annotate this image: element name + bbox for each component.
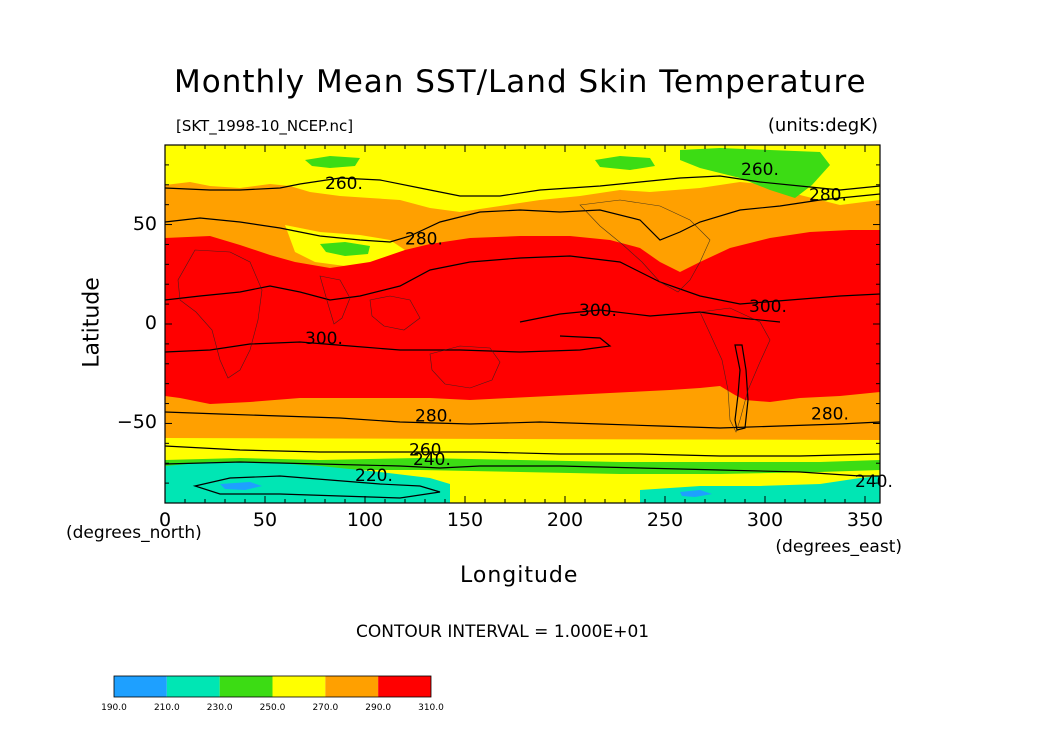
y-tick-label: −50 bbox=[116, 411, 157, 434]
contour-280-south bbox=[164, 411, 881, 429]
colorbar-tick-label: 230.0 bbox=[207, 703, 233, 713]
band-blue-antarctica-east bbox=[680, 490, 712, 497]
contour-240-south bbox=[164, 461, 880, 477]
colorbar: 190.0 210.0 230.0 250.0 270.0 290.0 310.0 bbox=[101, 675, 444, 713]
contour-label: 280. bbox=[405, 229, 443, 249]
temperature-field bbox=[165, 145, 880, 503]
x-tick-label: 200 bbox=[546, 509, 584, 531]
colorbar-tick-label: 250.0 bbox=[260, 703, 286, 713]
file-label: [SKT_1998-10_NCEP.nc] bbox=[176, 117, 354, 135]
contour-260-north bbox=[164, 175, 881, 197]
contour-labels: 260.280.260.280.300.300. 300.280. 280.2602… bbox=[305, 160, 893, 492]
contour-label: 260. bbox=[741, 160, 779, 180]
coast-north-america bbox=[579, 199, 711, 293]
chart-title: Monthly Mean SST/Land Skin Temperature bbox=[174, 64, 867, 100]
x-tick-label: 250 bbox=[646, 509, 684, 531]
contour-andes bbox=[734, 344, 749, 431]
contour-label: 300. bbox=[305, 329, 343, 349]
y-tick-label: 50 bbox=[132, 212, 157, 235]
x-tick-label: 0 bbox=[158, 509, 172, 531]
contour-label: 240. bbox=[855, 472, 893, 492]
contour-label: 300. bbox=[579, 301, 617, 321]
contour-label: 240. bbox=[413, 450, 451, 470]
colorbar-frame bbox=[113, 675, 432, 698]
colorbar-tick-label: 310.0 bbox=[418, 703, 444, 713]
band-green-arctic-a bbox=[305, 156, 360, 168]
contour-300-tropics bbox=[519, 309, 781, 323]
coastlines bbox=[177, 199, 771, 433]
contour-260-south bbox=[164, 445, 881, 457]
band-green-arctic-b bbox=[595, 156, 655, 170]
contour-label: 280. bbox=[809, 186, 847, 206]
band-blue-antarctica bbox=[220, 482, 262, 490]
x-axis-units: (degrees_east) bbox=[775, 537, 902, 557]
contour-300-north bbox=[164, 255, 881, 305]
y-tick-label: 0 bbox=[144, 312, 157, 334]
contour-label: 280. bbox=[811, 404, 849, 424]
colorbar-swatch bbox=[272, 676, 326, 697]
units-label: (units:degK) bbox=[767, 115, 878, 136]
contour-label: 260 bbox=[409, 440, 441, 460]
colorbar-swatch bbox=[166, 676, 220, 697]
colorbar-swatch bbox=[114, 676, 167, 697]
x-tick-label: 50 bbox=[252, 509, 278, 531]
colorbar-swatch bbox=[325, 676, 379, 697]
coast-australia bbox=[429, 345, 501, 389]
colorbar-tick-label: 290.0 bbox=[365, 703, 391, 713]
y-axis-label: Latitude bbox=[79, 277, 105, 368]
contour-label: 260. bbox=[325, 174, 363, 194]
coast-se-asia bbox=[369, 295, 421, 331]
contour-lines bbox=[164, 175, 881, 499]
contour-label: 300. bbox=[749, 297, 787, 317]
colorbar-tick-label: 210.0 bbox=[154, 703, 180, 713]
axis-ticks bbox=[164, 145, 880, 503]
coast-africa bbox=[177, 249, 263, 379]
band-green-asia bbox=[320, 242, 370, 256]
coast-india bbox=[319, 275, 351, 325]
contour-280-north bbox=[164, 193, 881, 243]
band-cyan-antarctica-east bbox=[640, 476, 880, 503]
y-axis-units: (degrees_north) bbox=[66, 523, 202, 543]
x-tick-label: 350 bbox=[846, 509, 884, 531]
contour-220-south bbox=[192, 475, 441, 499]
band-red-tropics bbox=[165, 230, 880, 404]
x-tick-label: 100 bbox=[346, 509, 384, 531]
contour-label: 280. bbox=[415, 406, 453, 426]
contour-label: 220. bbox=[355, 466, 393, 486]
colorbar-swatch bbox=[378, 676, 431, 697]
band-cyan-antarctica bbox=[165, 462, 450, 503]
colorbar-swatch bbox=[219, 676, 273, 697]
contour-interval-label: CONTOUR INTERVAL = 1.000E+01 bbox=[356, 622, 650, 642]
colorbar-tick-label: 270.0 bbox=[312, 703, 338, 713]
contour-300-south bbox=[164, 335, 612, 353]
colorbar-tick-label: 190.0 bbox=[101, 703, 127, 713]
x-tick-label: 150 bbox=[446, 509, 484, 531]
coast-south-america bbox=[699, 307, 771, 433]
x-tick-label: 300 bbox=[746, 509, 784, 531]
x-axis-label: Longitude bbox=[460, 563, 579, 588]
